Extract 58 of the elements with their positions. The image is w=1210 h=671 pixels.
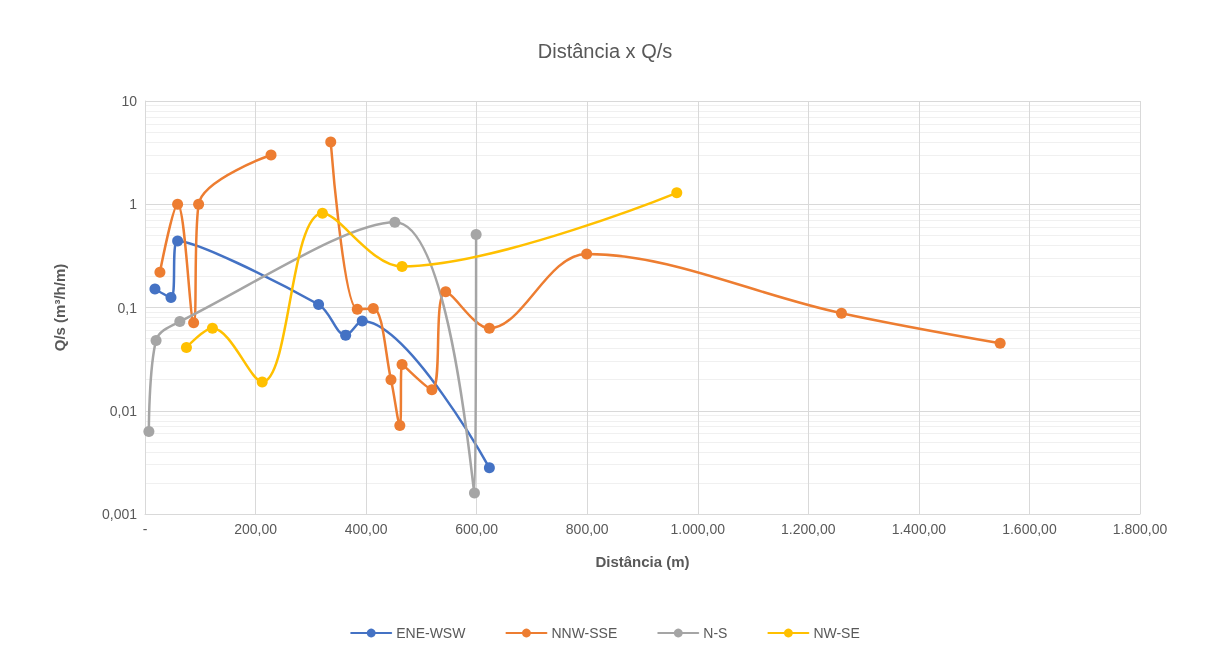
y-axis-title: Q/s (m³/h/m) bbox=[51, 263, 68, 352]
y-tick-label: 0,001 bbox=[101, 506, 138, 522]
point bbox=[468, 487, 480, 499]
point bbox=[389, 216, 401, 228]
point bbox=[172, 198, 184, 210]
y-tick-label: 10 bbox=[121, 93, 138, 109]
point bbox=[396, 260, 408, 272]
point bbox=[149, 283, 161, 295]
point bbox=[396, 359, 408, 371]
legend-label: N-S bbox=[703, 625, 728, 641]
point bbox=[313, 298, 325, 310]
x-tick-label: 1.000,00 bbox=[670, 521, 726, 537]
y-tick-label: 0,1 bbox=[117, 299, 138, 316]
x-axis-title: Distância (m) bbox=[595, 553, 690, 570]
point bbox=[483, 322, 495, 334]
point bbox=[154, 266, 166, 278]
point bbox=[143, 425, 155, 437]
x-tick-label: - bbox=[142, 521, 148, 537]
point bbox=[470, 228, 482, 240]
x-tick-label: 600,00 bbox=[455, 521, 499, 537]
x-tick-label: 200,00 bbox=[234, 521, 278, 537]
point bbox=[193, 198, 205, 210]
point bbox=[256, 376, 268, 388]
point bbox=[836, 307, 847, 319]
x-tick-label: 1.800,00 bbox=[1112, 521, 1168, 537]
point bbox=[367, 302, 379, 314]
point bbox=[351, 303, 363, 315]
x-tick-label: 800,00 bbox=[565, 521, 609, 537]
point bbox=[385, 374, 397, 386]
y-tick-label: 1 bbox=[129, 196, 138, 213]
point bbox=[316, 207, 328, 219]
point bbox=[394, 419, 406, 431]
point bbox=[174, 316, 186, 328]
point bbox=[483, 462, 495, 474]
point bbox=[188, 317, 200, 329]
point bbox=[671, 187, 683, 199]
point bbox=[994, 337, 1006, 349]
point bbox=[180, 341, 192, 353]
point bbox=[165, 292, 177, 303]
point bbox=[150, 334, 162, 346]
point bbox=[325, 136, 337, 148]
legend-label: NW-SE bbox=[813, 625, 860, 641]
point bbox=[172, 235, 184, 247]
point bbox=[581, 248, 593, 260]
point bbox=[440, 286, 452, 298]
y-tick-label: 0,01 bbox=[109, 402, 138, 419]
x-tick-label: 400,00 bbox=[344, 521, 388, 537]
point bbox=[340, 329, 352, 341]
point bbox=[206, 322, 218, 334]
x-tick-label: 1.200,00 bbox=[781, 521, 836, 537]
legend-label: NNW-SSE bbox=[551, 625, 618, 641]
legend-label: ENE-WSW bbox=[396, 625, 467, 641]
x-tick-label: 1.600,00 bbox=[1002, 521, 1057, 537]
x-tick-label: 1.400,00 bbox=[891, 521, 947, 537]
point bbox=[356, 315, 368, 327]
chart-title: Distância x Q/s bbox=[537, 40, 673, 62]
point bbox=[426, 384, 438, 396]
point bbox=[265, 149, 277, 161]
